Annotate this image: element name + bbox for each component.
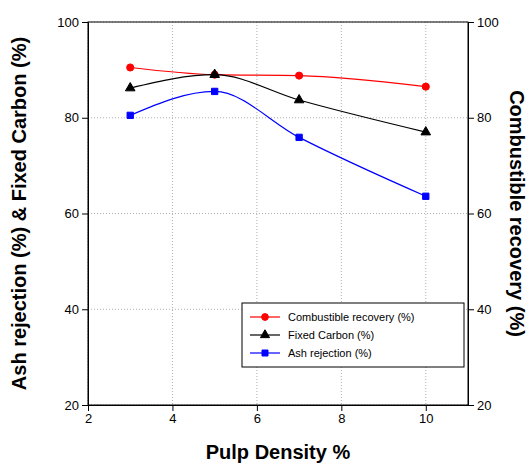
series-marker	[125, 83, 135, 91]
y2-axis-title: Combustible recovery (%)	[506, 90, 528, 337]
tick: 4	[169, 405, 176, 426]
tick-label: 10	[419, 411, 433, 426]
series-marker	[423, 193, 429, 199]
tick-label: 8	[338, 411, 345, 426]
grid	[88, 22, 468, 405]
grid-line-y	[88, 213, 468, 214]
y-axis: 20 40 60 80 100	[57, 15, 88, 413]
tick-mark	[88, 405, 89, 411]
tick-mark	[257, 405, 258, 411]
tick: 2	[85, 405, 92, 426]
tick-label: 2	[85, 411, 92, 426]
tick: 80	[65, 110, 88, 125]
grid-line-y	[88, 117, 468, 118]
tick-mark	[468, 214, 474, 215]
tick-label: 80	[477, 110, 491, 125]
tick-mark	[468, 118, 474, 119]
series-line	[130, 91, 426, 196]
tick: 60	[65, 206, 88, 221]
tick: 60	[468, 206, 491, 221]
series-marker	[127, 112, 133, 118]
series-marker	[294, 94, 304, 102]
tick: 40	[65, 302, 88, 317]
tick-label: 60	[65, 206, 79, 221]
tick-label: 100	[57, 15, 79, 30]
x-axis: 2 4 6 8 10	[85, 405, 469, 426]
tick-label: 20	[477, 398, 491, 413]
tick-mark	[82, 405, 88, 406]
plot-frame	[88, 22, 468, 405]
legend-label: Combustible recovery (%)	[288, 311, 415, 323]
tick-mark	[468, 22, 474, 23]
plot-area	[125, 64, 430, 200]
tick-label: 20	[65, 398, 79, 413]
series-marker	[210, 69, 220, 77]
legend: Combustible recovery (%) Fixed Carbon (%)…	[242, 303, 464, 367]
series-marker	[296, 134, 302, 140]
x-axis-title: Pulp Density %	[206, 441, 351, 463]
legend-marker	[260, 330, 269, 338]
tick-mark	[82, 214, 88, 215]
tick-mark	[426, 405, 427, 411]
tick-label: 40	[477, 302, 491, 317]
series-marker	[212, 88, 218, 94]
tick-mark	[172, 405, 173, 411]
tick: 8	[338, 405, 345, 426]
legend-label: Fixed Carbon (%)	[288, 329, 374, 341]
series-marker	[127, 64, 134, 71]
tick-label: 6	[254, 411, 261, 426]
series-marker	[421, 127, 431, 135]
legend-box	[242, 303, 464, 367]
tick-mark	[468, 405, 474, 406]
series-line	[130, 67, 426, 86]
tick-mark	[341, 405, 342, 411]
tick-mark	[468, 309, 474, 310]
series-marker	[422, 83, 429, 90]
legend-marker	[262, 350, 268, 356]
tick: 100	[57, 15, 88, 30]
tick-label: 80	[65, 110, 79, 125]
tick: 40	[468, 302, 491, 317]
tick-mark	[82, 22, 88, 23]
tick-label: 4	[169, 411, 176, 426]
tick: 20	[468, 398, 491, 413]
tick: 100	[468, 15, 499, 30]
tick: 80	[468, 110, 491, 125]
tick-label: 40	[65, 302, 79, 317]
tick-label: 100	[477, 15, 499, 30]
tick: 20	[65, 398, 88, 413]
tick: 6	[254, 405, 261, 426]
x-axis-line	[89, 405, 469, 406]
y-axis-title: Ash rejection (%) & Fixed Carbon (%)	[8, 37, 30, 390]
legend-label: Ash rejection (%)	[288, 347, 372, 359]
series-marker	[296, 72, 303, 79]
tick: 10	[419, 405, 433, 426]
tick-mark	[82, 309, 88, 310]
tick-label: 60	[477, 206, 491, 221]
legend-marker	[262, 314, 269, 321]
tick-mark	[82, 118, 88, 119]
y2-axis: 20 40 60 80 100	[468, 15, 499, 413]
y-axis-line	[88, 23, 89, 406]
